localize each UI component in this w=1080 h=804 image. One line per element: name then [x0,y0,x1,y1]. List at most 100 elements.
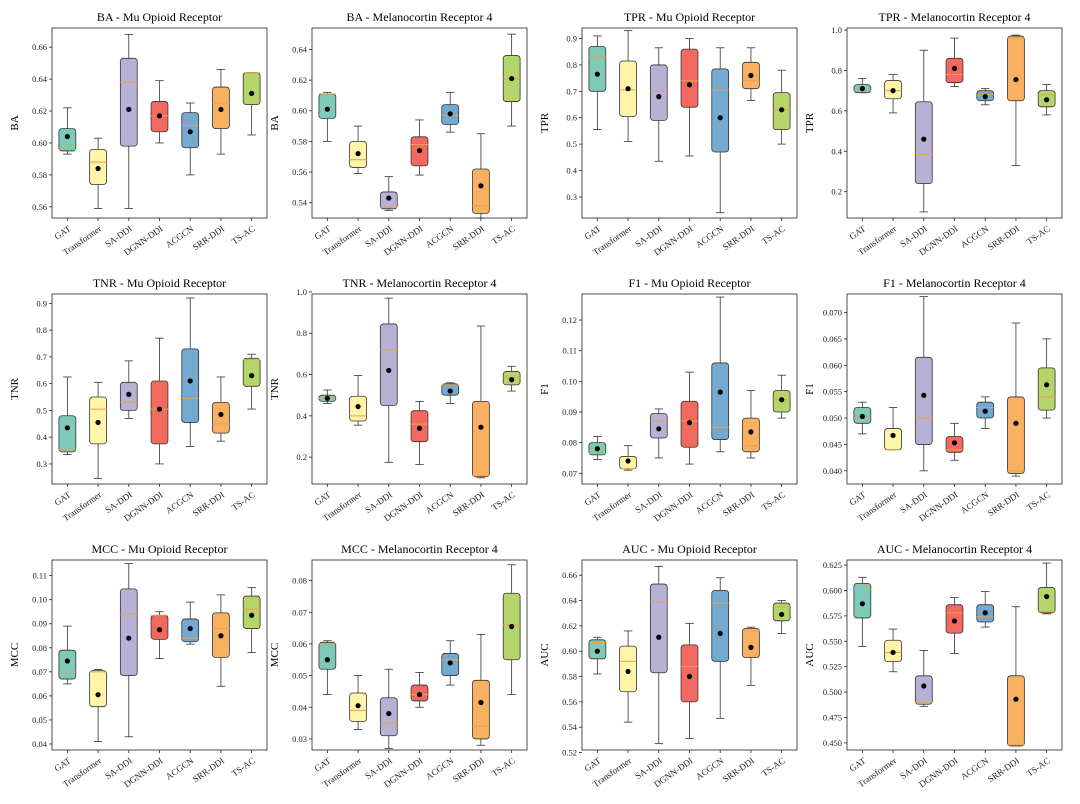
mean-marker [890,432,896,439]
y-tick-label: 0.5 [566,139,577,149]
mean-marker [859,413,865,420]
mean-marker [890,649,896,656]
chart-title: F1 - Mu Opioid Receptor [629,276,751,290]
y-tick-label: 0.10 [32,595,47,605]
y-tick-label: 0.6 [566,113,577,123]
y-tick-label: 0.64 [292,44,308,54]
box-iqr [680,644,699,703]
mean-marker [625,458,631,464]
box-iqr [711,68,730,153]
y-axis-label: TNR [9,377,21,400]
box-iqr [742,628,760,658]
mean-marker [156,113,163,119]
y-tick-label: 0.07 [292,607,307,617]
y-tick-label: 0.10 [562,376,577,386]
box-iqr [649,64,668,121]
y-tick-label: 0.625 [823,560,842,570]
chart-title: TPR - Mu Opioid Receptor [624,10,755,24]
y-tick-label: 0.525 [823,662,842,672]
mean-marker [594,71,600,77]
box-iqr [649,413,668,439]
y-tick-label: 0.08 [32,643,47,653]
axes-frame [51,27,268,219]
y-axis-label: TPR [804,112,816,133]
chart-title: AUC - Melanocortin Receptor 4 [877,542,1032,556]
y-tick-label: 0.54 [292,198,308,208]
x-tick-label: GAT [847,755,867,774]
y-tick-label: 0.500 [823,687,842,697]
chart-panel: AUC - Mu Opioid Receptor AUC 0.52 0.54 0.56 0… [539,542,798,789]
axes-frame [311,27,528,219]
x-tick-label: GAT [312,489,332,508]
x-tick-label: SRR-DDI [451,223,486,252]
x-tick-label: GAT [582,755,602,774]
x-tick-label: TS-AC [760,489,787,512]
y-tick-label: 0.040 [823,466,842,476]
mean-marker [95,692,101,698]
x-tick-label: GAT [582,223,602,242]
box-iqr [472,679,490,740]
y-tick-label: 1.0 [296,287,307,297]
mean-marker [447,388,453,394]
chart-panel: F1 - Melanocortin Receptor 4 F1 0.040 0.045… [804,276,1063,523]
y-tick-label: 0.4 [831,146,842,156]
box-iqr [472,400,490,478]
mean-marker [95,165,101,172]
box-iqr [318,641,337,670]
x-tick-label: SRR-DDI [721,223,756,252]
box-iqr [212,401,230,434]
y-axis-label: TPR [539,112,551,133]
x-tick-label: TS-AC [760,755,787,778]
mean-marker [355,703,361,709]
chart-title: BA - Mu Opioid Receptor [97,10,222,24]
y-tick-label: 0.8 [296,328,307,338]
box-iqr [649,583,668,674]
y-tick-label: 0.5 [36,405,47,415]
chart-title: TNR - Mu Opioid Receptor [93,276,226,290]
y-tick-label: 0.050 [823,413,842,423]
y-tick-label: 0.04 [292,702,308,712]
box-iqr [242,595,261,629]
y-tick-label: 0.7 [36,352,47,362]
box-iqr [1037,587,1056,614]
chart-panel: F1 - Mu Opioid Receptor F1 0.07 0.08 0.09 0.1… [539,276,798,523]
axes-frame [581,559,798,751]
y-tick-label: 0.8 [36,325,47,335]
axes-frame [581,293,798,485]
mean-marker [478,424,484,430]
y-tick-label: 0.9 [36,298,47,308]
mean-marker [859,86,865,92]
y-tick-label: 0.56 [292,167,307,177]
x-tick-label: GAT [582,489,602,508]
mean-marker [355,151,361,157]
x-tick-label: SRR-DDI [451,489,486,518]
y-tick-label: 0.52 [562,748,577,758]
mean-marker [355,403,361,410]
box-iqr [242,357,261,387]
y-axis-label: BA [9,115,21,130]
box-iqr [1007,396,1025,474]
y-tick-label: 0.58 [562,672,577,682]
mean-marker [779,611,785,618]
x-tick-label: TS-AC [230,223,257,246]
y-tick-label: 0.055 [823,387,842,397]
mean-marker [717,630,723,637]
chart-panel: AUC - Melanocortin Receptor 4 AUC 0.450 0.4… [804,542,1063,789]
mean-marker [64,425,70,431]
x-tick-label: GAT [52,223,72,242]
mean-marker [1044,382,1050,388]
mean-marker [859,601,865,607]
mean-marker [447,660,453,666]
mean-marker [218,633,224,639]
axes-frame [311,293,528,485]
y-tick-label: 0.12 [562,315,577,325]
x-tick-label: TS-AC [230,755,257,778]
x-tick-label: SRR-DDI [986,223,1021,252]
x-tick-label: SRR-DDI [721,755,756,784]
mean-marker [921,136,927,142]
x-tick-label: GAT [52,489,72,508]
mean-marker [187,625,193,632]
y-tick-label: 0.54 [562,722,578,732]
y-tick-label: 0.9 [566,34,577,44]
